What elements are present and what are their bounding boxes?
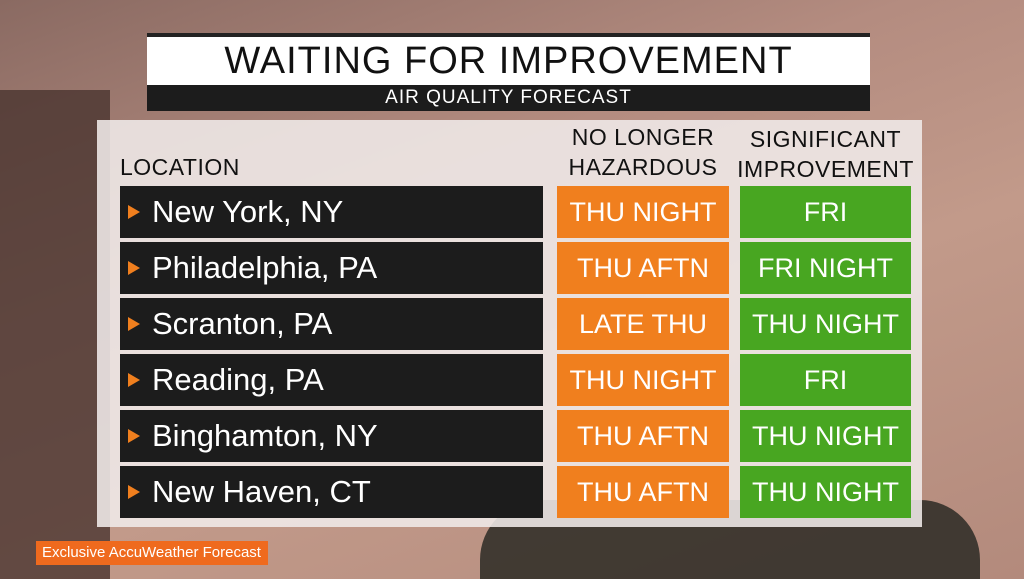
hazardous-cell: THU NIGHT [557,186,729,238]
hazardous-cell: THU AFTN [557,466,729,518]
row-arrow [128,317,140,331]
row-arrow [128,373,140,387]
hazardous-cell: THU AFTN [557,410,729,462]
row-arrow [128,205,140,219]
location-cell: Scranton, PA [120,298,543,350]
arrow-shape [128,317,140,331]
location-cell: Binghamton, NY [120,410,543,462]
improvement-cell: THU NIGHT [740,298,911,350]
improvement-cell: THU NIGHT [740,466,911,518]
location-cell: New Haven, CT [120,466,543,518]
arrow-shape [128,429,140,443]
row-arrow [128,485,140,499]
improvement-cell: FRI [740,354,911,406]
arrow-shape [128,205,140,219]
subtitle: AIR QUALITY FORECAST [147,85,870,111]
hazardous-cell: THU NIGHT [557,354,729,406]
improvement-cell: THU NIGHT [740,410,911,462]
hazardous-cell: LATE THU [557,298,729,350]
hazardous-cell: THU AFTN [557,242,729,294]
location-cell: New York, NY [120,186,543,238]
arrow-shape [128,373,140,387]
column-header: SIGNIFICANT IMPROVEMENT [737,126,914,182]
arrow-shape [128,261,140,275]
improvement-cell: FRI [740,186,911,238]
column-header: LOCATION [120,154,240,180]
footer-label: Exclusive AccuWeather Forecast [36,541,268,565]
title: WAITING FOR IMPROVEMENT [147,33,870,85]
location-cell: Reading, PA [120,354,543,406]
row-arrow [128,261,140,275]
column-header: NO LONGER HAZARDOUS [568,124,718,180]
location-cell: Philadelphia, PA [120,242,543,294]
arrow-shape [128,485,140,499]
row-arrow [128,429,140,443]
background-building [0,90,110,579]
improvement-cell: FRI NIGHT [740,242,911,294]
